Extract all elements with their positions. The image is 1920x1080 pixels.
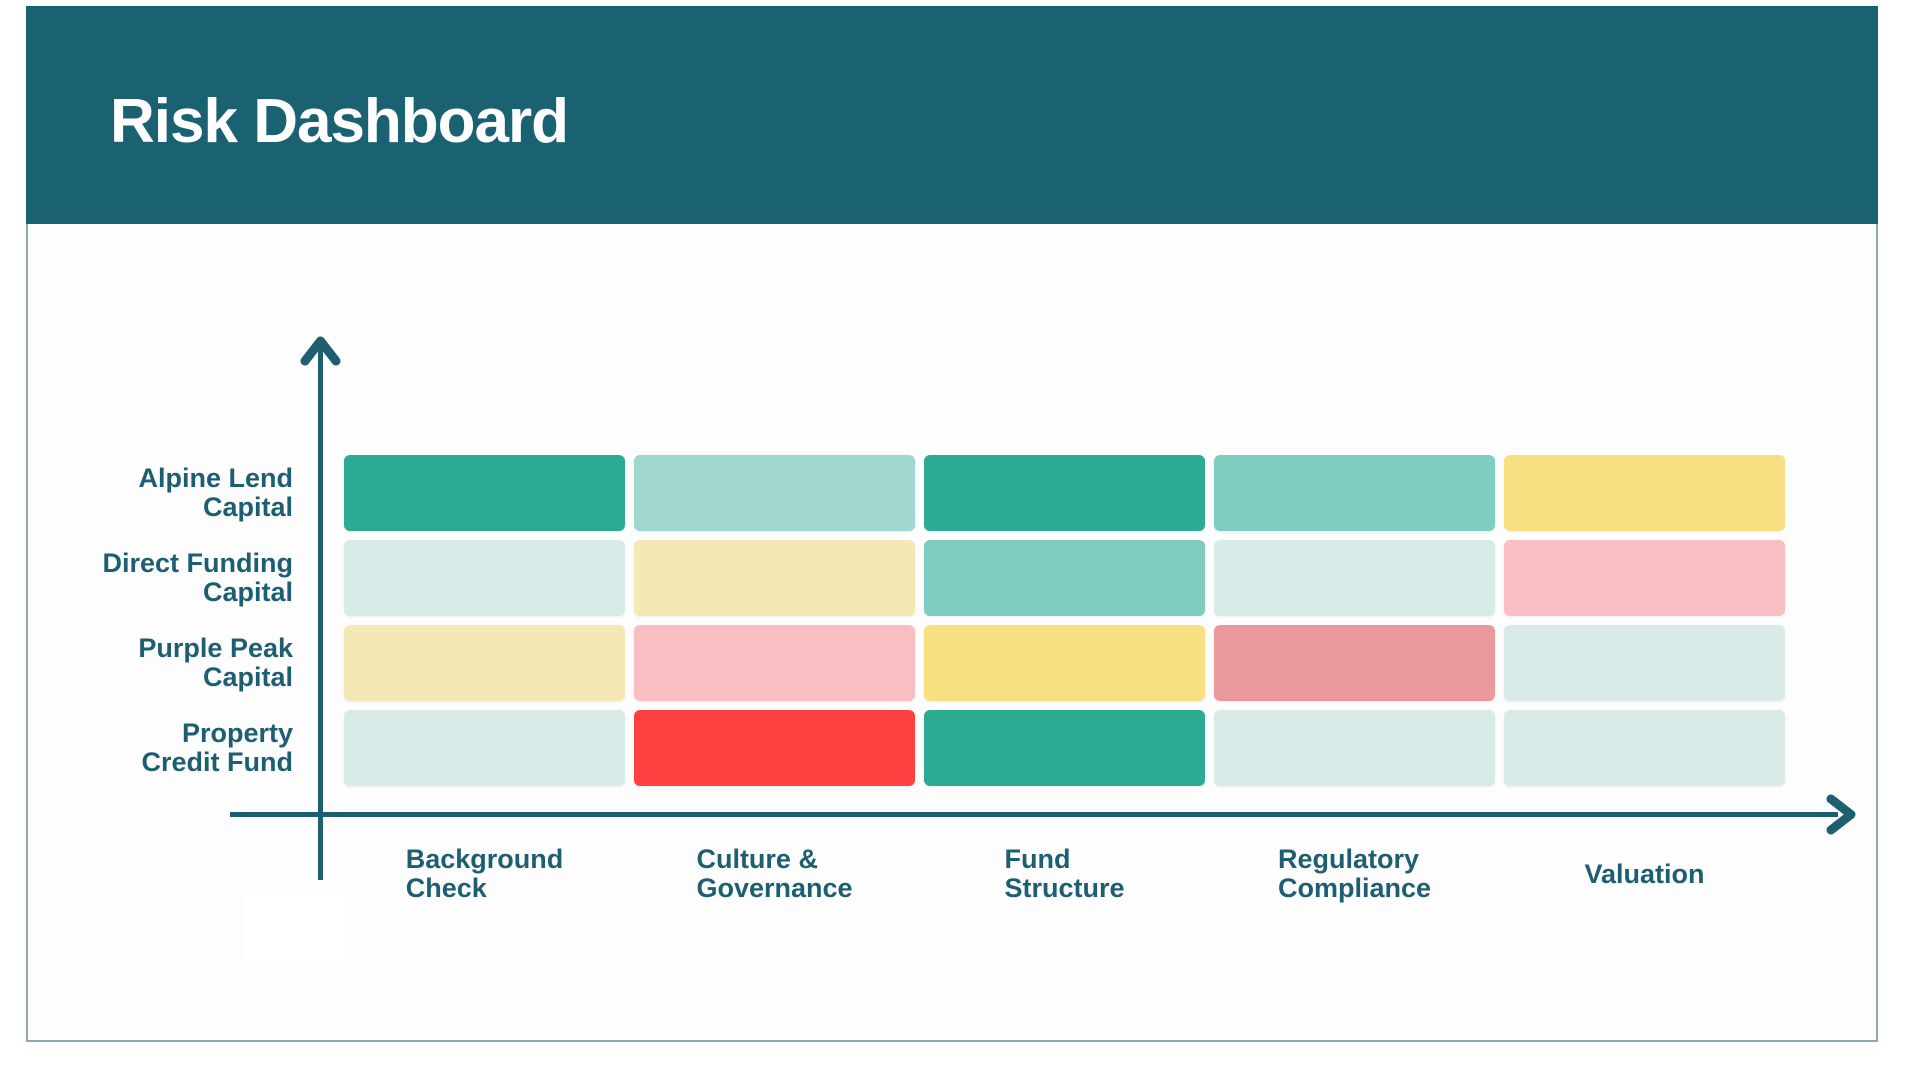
heatmap-cell-property-credit-fund-regulatory-compliance [1214,710,1495,786]
heatmap-cell-direct-funding-capital-background-check [344,540,625,616]
heatmap-cell-property-credit-fund-valuation [1504,710,1785,786]
heatmap-cell-alpine-lend-capital-culture-governance [634,455,915,531]
header-band: Risk Dashboard [26,6,1878,224]
heatmap-cell-property-credit-fund-fund-structure [924,710,1205,786]
heatmap-cell-direct-funding-capital-valuation [1504,540,1785,616]
heatmap-cell-property-credit-fund-culture-governance [634,710,915,786]
row-label-alpine-lend-capital: Alpine Lend Capital [138,463,294,522]
col-label-regulatory-compliance: Regulatory Compliance [1277,844,1432,903]
white-box [245,890,351,967]
heatmap-cell-direct-funding-capital-regulatory-compliance [1214,540,1495,616]
col-label-valuation: Valuation [1584,858,1705,889]
row-label-property-credit-fund: Property Credit Fund [141,718,293,777]
heatmap-cell-purple-peak-capital-background-check [344,625,625,701]
page-title: Risk Dashboard [110,87,569,156]
heatmap-cell-direct-funding-capital-fund-structure [924,540,1205,616]
heatmap-cell-property-credit-fund-background-check [344,710,625,786]
heatmap-cell-alpine-lend-capital-fund-structure [924,455,1205,531]
heatmap-cell-purple-peak-capital-regulatory-compliance [1214,625,1495,701]
heatmap-cell-purple-peak-capital-valuation [1504,625,1785,701]
heatmap-cell-purple-peak-capital-culture-governance [634,625,915,701]
heatmap-cell-purple-peak-capital-fund-structure [924,625,1205,701]
heatmap-cell-direct-funding-capital-culture-governance [634,540,915,616]
col-label-culture-governance: Culture & Governance [696,844,853,903]
col-label-background-check: Background Check [405,844,564,903]
heatmap-cell-alpine-lend-capital-regulatory-compliance [1214,455,1495,531]
heatmap-cell-alpine-lend-capital-background-check [344,455,625,531]
row-label-purple-peak-capital: Purple Peak Capital [138,633,293,692]
heatmap-cell-alpine-lend-capital-valuation [1504,455,1785,531]
col-label-fund-structure: Fund Structure [1004,844,1125,903]
row-label-direct-funding-capital: Direct Funding Capital [102,548,294,607]
